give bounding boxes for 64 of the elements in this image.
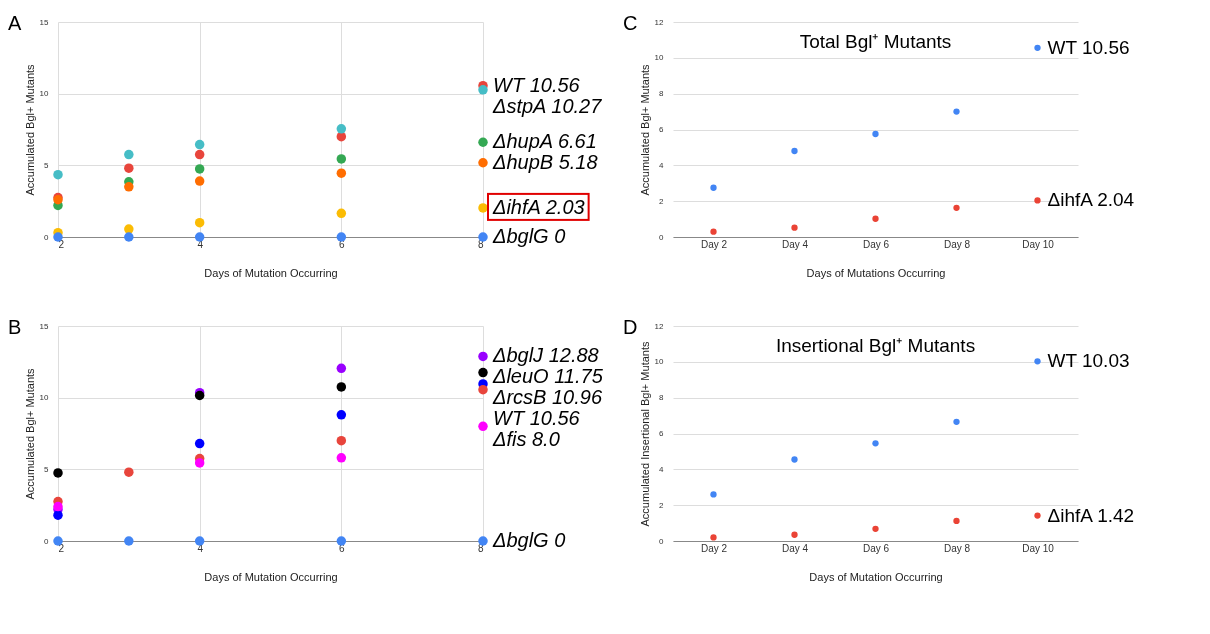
x-axis-title: Days of Mutation Occurring: [809, 570, 943, 583]
x-axis-title: Days of Mutation Occurring: [204, 266, 338, 279]
y-tick-label: 0: [659, 536, 665, 546]
x-tick-label: Day 2: [700, 238, 728, 250]
y-tick-label: 6: [659, 125, 665, 134]
series-label: ΔbglG 0: [492, 529, 566, 551]
x-tick-label: 2: [58, 542, 65, 554]
y-tick-label: 5: [44, 160, 50, 170]
y-tick-label: 2: [659, 500, 665, 510]
x-tick-label: Day 4: [781, 542, 809, 554]
chart-title: Total Bgl⁺ Mutants: [799, 31, 952, 52]
x-tick-label: Day 4: [781, 238, 809, 250]
x-axis-title: Days of Mutations Occurring: [806, 266, 946, 279]
series-label: ΔihfA 2.04: [1047, 189, 1135, 211]
y-tick-label: 15: [39, 17, 50, 27]
y-tick-label: 6: [659, 429, 665, 438]
series-label: ΔihfA 1.42: [1047, 504, 1135, 526]
y-tick-label: 8: [659, 89, 665, 99]
y-tick-label: 2: [659, 196, 665, 206]
y-tick-label: 10: [39, 89, 50, 99]
y-axis-title: Accumulated Bgl+ Mutants: [23, 367, 36, 500]
y-axis-title: Accumulated Insertional Bgl+ Mutants: [638, 341, 651, 527]
series-label: WT 10.56: [493, 407, 581, 430]
text: A: [8, 12, 22, 34]
y-axis-title: Accumulated Bgl+ Mutants: [638, 63, 651, 196]
y-tick-label: 12: [654, 17, 665, 27]
x-tick-label: Day 6: [862, 542, 890, 554]
series-label: ΔstpA 10.27: [492, 94, 603, 117]
x-tick-label: Day 2: [700, 542, 728, 554]
x-tick-label: Day 8: [943, 542, 971, 554]
y-tick-label: 12: [654, 321, 665, 331]
series-label: WT 10.03: [1047, 350, 1130, 372]
y-tick-label: 15: [39, 321, 50, 331]
series-label: Δfis 8.0: [492, 428, 560, 451]
y-tick-label: 10: [39, 393, 50, 403]
series-label: WT 10.56: [1047, 36, 1130, 58]
chart-title: Insertional Bgl⁺ Mutants: [775, 335, 976, 356]
y-tick-label: 4: [659, 464, 665, 474]
series-label: WT 10.56: [493, 73, 581, 96]
series-label: ΔbglJ 12.88: [492, 344, 599, 367]
x-tick-label: Day 10: [1022, 238, 1055, 250]
y-axis-title: Accumulated Bgl+ Mutants: [23, 63, 36, 196]
series-label: ΔhupA 6.61: [492, 130, 597, 153]
y-tick-label: 8: [659, 393, 665, 403]
y-tick-label: 10: [654, 357, 665, 367]
series-label: ΔleuO 11.75: [492, 365, 604, 388]
text: D: [623, 316, 638, 338]
series-label: ΔbglG 0: [492, 225, 566, 247]
x-axis-title: Days of Mutation Occurring: [204, 570, 338, 583]
x-tick-label: 2: [58, 238, 65, 250]
y-tick-label: 10: [654, 53, 665, 63]
series-label: ΔrcsB 10.96: [492, 386, 603, 409]
series-label: ΔihfA 2.03: [492, 195, 585, 218]
y-tick-label: 0: [659, 232, 665, 242]
y-tick-label: 5: [44, 464, 50, 474]
x-tick-label: Day 6: [862, 238, 890, 250]
y-tick-label: 0: [44, 536, 50, 546]
series-label: ΔhupB 5.18: [492, 151, 598, 174]
y-tick-label: 0: [44, 232, 50, 242]
y-tick-label: 4: [659, 160, 665, 170]
text: B: [8, 316, 22, 338]
x-tick-label: Day 10: [1022, 542, 1055, 554]
text: C: [623, 12, 638, 34]
x-tick-label: Day 8: [943, 238, 971, 250]
